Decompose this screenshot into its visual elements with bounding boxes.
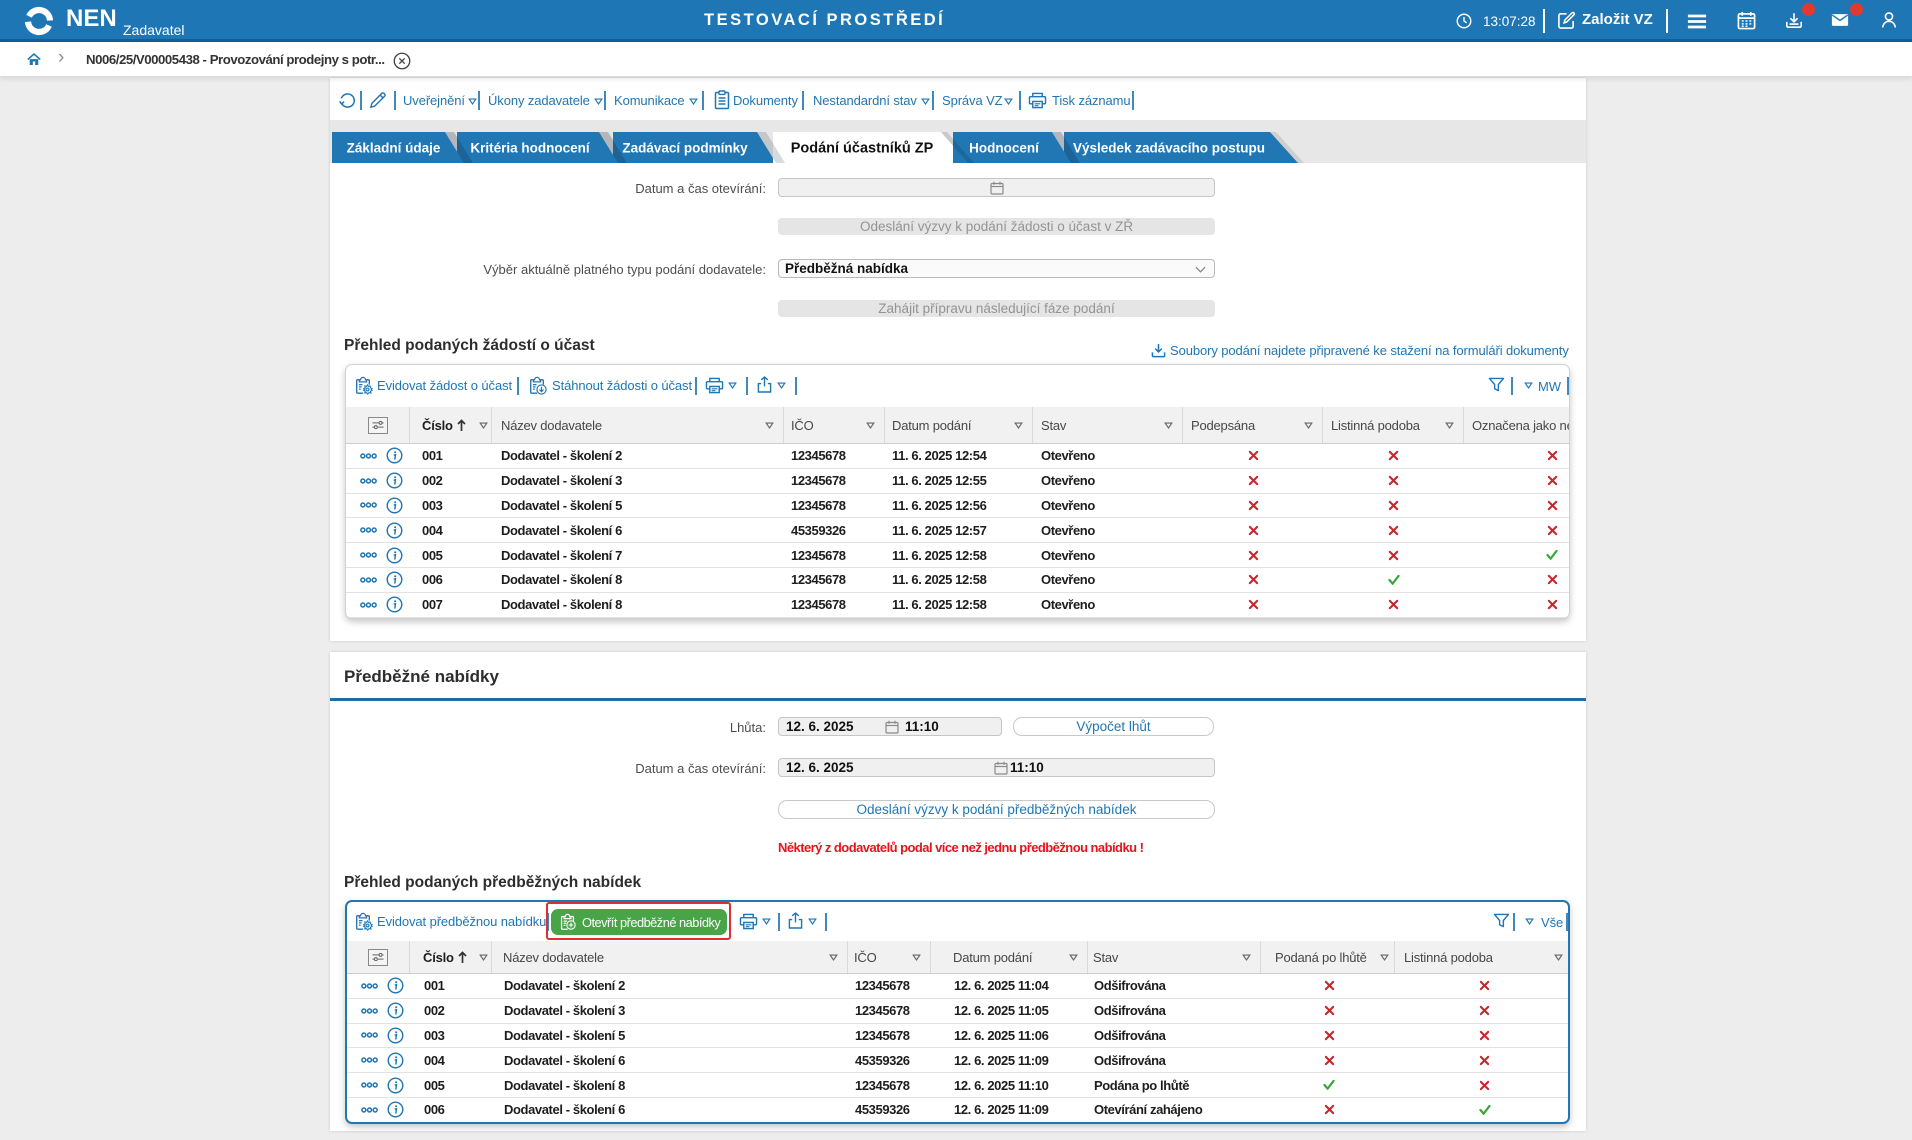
svg-text:Kritéria hodnocení: Kritéria hodnocení bbox=[470, 141, 591, 156]
svg-text:Základní údaje: Základní údaje bbox=[347, 141, 441, 156]
svg-text:Podání účastníků ZP: Podání účastníků ZP bbox=[791, 141, 934, 157]
svg-text:Výsledek zadávacího postupu: Výsledek zadávacího postupu bbox=[1073, 141, 1265, 156]
svg-text:Zadávací podmínky: Zadávací podmínky bbox=[622, 141, 748, 156]
svg-text:Hodnocení: Hodnocení bbox=[969, 141, 1040, 156]
